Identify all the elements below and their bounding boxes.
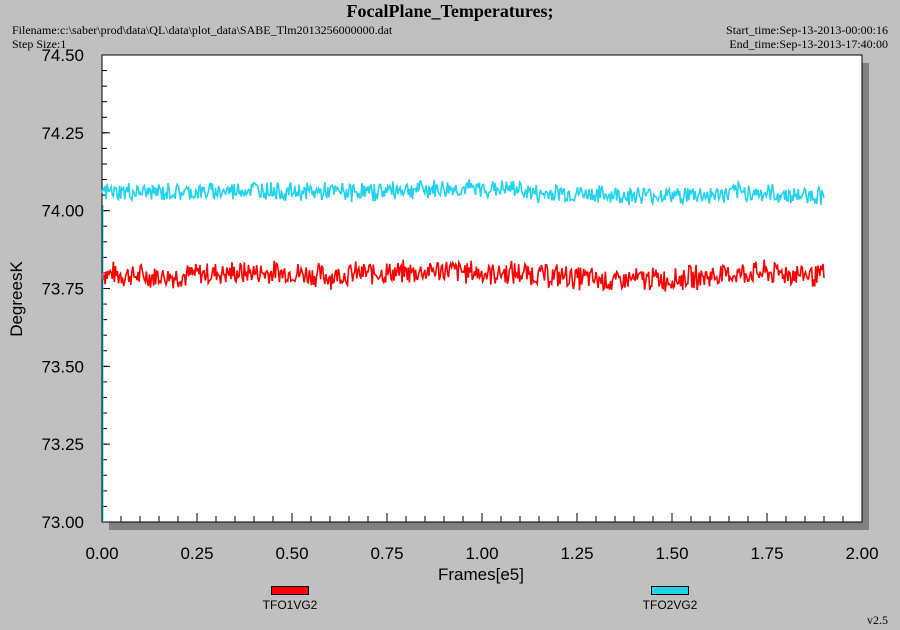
tick-labels: 73.00 73.25 73.50 73.75 74.00 74.25 74.50 0.00 0…: [41, 46, 878, 563]
x-axis-label: Frames[e5]: [438, 565, 524, 584]
x-tick-label: 0.50: [275, 544, 308, 563]
version-label: v2.5: [867, 613, 888, 627]
x-tick-label: 0.25: [180, 544, 213, 563]
x-tick-label: 1.75: [750, 544, 783, 563]
y-tick-label: 74.25: [41, 124, 84, 143]
series-line-tfo1vg2: [101, 259, 825, 293]
x-tick-label: 1.00: [465, 544, 498, 563]
x-tick-label: 0.75: [370, 544, 403, 563]
time-info: Start_time:Sep-13-2013-00:00:16 End_time…: [726, 23, 888, 51]
step-size-text: Step Size:1: [12, 37, 67, 51]
file-info: Filename:c:\saber\prod\data\QL\data\plot…: [12, 23, 392, 51]
x-tick-label: 1.50: [655, 544, 688, 563]
legend-label-tfo1vg2: TFO1VG2: [262, 598, 318, 612]
end-time-text: End_time:Sep-13-2013-17:40:00: [729, 37, 888, 51]
legend-item-tfo2vg2: TFO2VG2: [610, 586, 730, 612]
plot-area: [101, 54, 863, 523]
y-tick-label: 73.75: [41, 280, 84, 299]
y-axis-label: DegreesK: [7, 261, 26, 337]
series-line-tfo2vg2: [101, 179, 825, 207]
x-tick-label: 2.00: [845, 544, 878, 563]
series-tfo1vg2: [101, 259, 825, 293]
y-tick-label: 74.50: [41, 46, 84, 65]
filename-text: Filename:c:\saber\prod\data\QL\data\plot…: [12, 23, 393, 37]
series-tfo2vg2: [101, 179, 825, 207]
y-tick-label: 73.00: [41, 513, 84, 532]
legend-item-tfo1vg2: TFO1VG2: [230, 586, 350, 612]
legend-swatch-tfo2vg2: [651, 586, 689, 595]
y-tick-label: 73.25: [41, 435, 84, 454]
x-tick-label: 1.25: [560, 544, 593, 563]
chart-title: FocalPlane_Temperatures;: [346, 1, 554, 21]
y-tick-label: 73.50: [41, 357, 84, 376]
legend-swatch-tfo1vg2: [271, 586, 309, 595]
x-tick-label: 0.00: [85, 544, 118, 563]
y-tick-label: 74.00: [41, 202, 84, 221]
start-time-text: Start_time:Sep-13-2013-00:00:16: [726, 23, 888, 37]
series-layer: [101, 179, 825, 522]
legend-label-tfo2vg2: TFO2VG2: [642, 598, 698, 612]
